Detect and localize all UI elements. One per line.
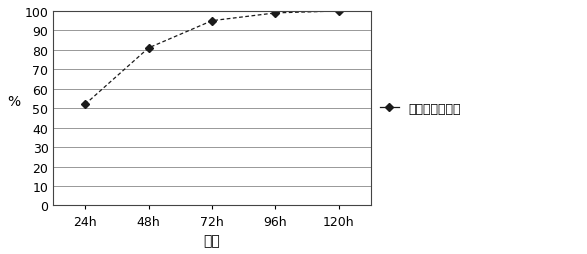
多氯联苯去除率: [335, 10, 342, 13]
多氯联苯去除率: [82, 103, 89, 106]
X-axis label: 时间: 时间: [204, 233, 220, 247]
多氯联苯去除率: [272, 12, 279, 15]
多氯联苯去除率: [145, 47, 152, 50]
Legend: 多氯联苯去除率: 多氯联苯去除率: [380, 102, 461, 115]
Y-axis label: %: %: [7, 95, 20, 109]
多氯联苯去除率: [208, 20, 215, 23]
Line: 多氯联苯去除率: 多氯联苯去除率: [82, 9, 342, 108]
